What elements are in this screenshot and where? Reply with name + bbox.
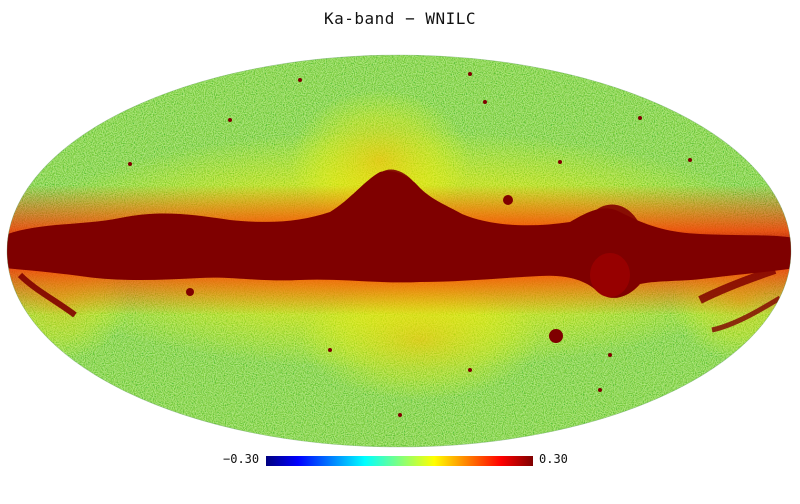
source-blob [549, 329, 563, 343]
source-dot [328, 348, 332, 352]
source-blob [186, 288, 194, 296]
source-dot [558, 160, 562, 164]
west-arc [17, 272, 77, 318]
source-dot [128, 162, 132, 166]
source-dot [228, 118, 232, 122]
source-dot [468, 72, 472, 76]
east-arc [698, 266, 777, 304]
source-dot [598, 388, 602, 392]
source-blob [503, 195, 513, 205]
source-dot [468, 368, 472, 372]
central-loop [372, 169, 422, 214]
source-dot [298, 78, 302, 82]
source-dot [483, 100, 487, 104]
source-dot [398, 413, 402, 417]
east-loop-core [590, 253, 630, 297]
source-dot [688, 158, 692, 162]
map-title: Ka-band − WNILC [324, 9, 476, 28]
source-dot [608, 353, 612, 357]
source-dot [638, 116, 642, 120]
east-arc-2 [711, 295, 782, 333]
map-boundary [6, 54, 792, 448]
